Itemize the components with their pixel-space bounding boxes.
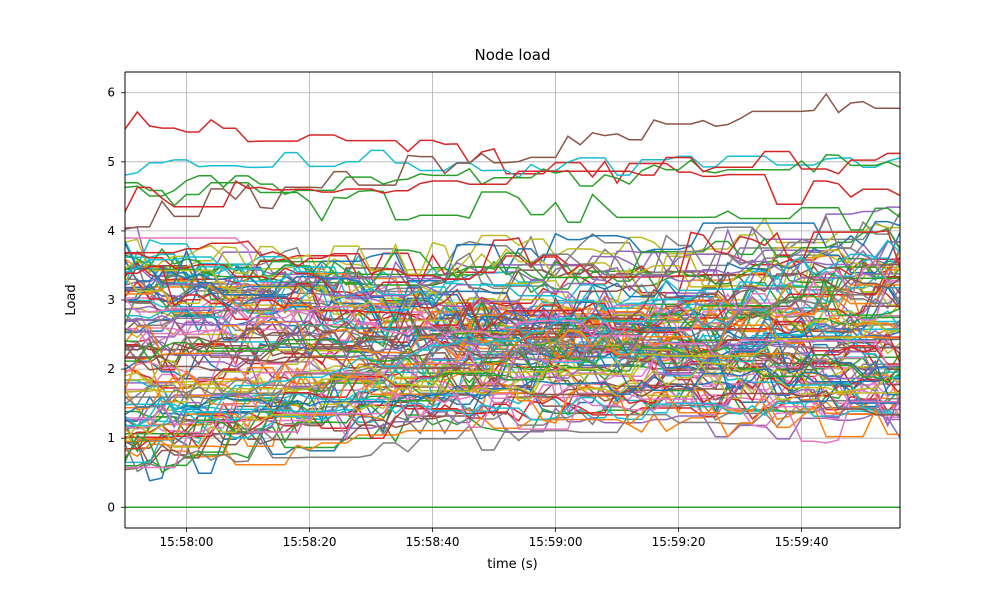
y-tick-label: 6 [107, 86, 115, 100]
x-tick-label: 15:59:40 [775, 535, 829, 549]
y-tick-label: 4 [107, 224, 115, 238]
y-tick-label: 3 [107, 293, 115, 307]
x-tick-label: 15:58:40 [406, 535, 460, 549]
y-tick-label: 5 [107, 155, 115, 169]
x-tick-label: 15:58:00 [160, 535, 214, 549]
y-tick-label: 2 [107, 362, 115, 376]
y-tick-label: 1 [107, 431, 115, 445]
y-tick-label: 0 [107, 500, 115, 514]
y-axis-label: Load [64, 284, 79, 315]
chart-svg: 15:58:00 15:58:20 15:58:40 15:59:00 15:59:20… [0, 0, 1000, 600]
x-tick-label: 15:58:20 [283, 535, 337, 549]
x-tick-label: 15:59:00 [529, 535, 583, 549]
chart-title: Node load [475, 46, 551, 64]
x-tick-label: 15:59:20 [652, 535, 706, 549]
node-load-chart: 15:58:00 15:58:20 15:58:40 15:59:00 15:59:20… [0, 0, 1000, 600]
x-axis-label: time (s) [487, 557, 537, 572]
